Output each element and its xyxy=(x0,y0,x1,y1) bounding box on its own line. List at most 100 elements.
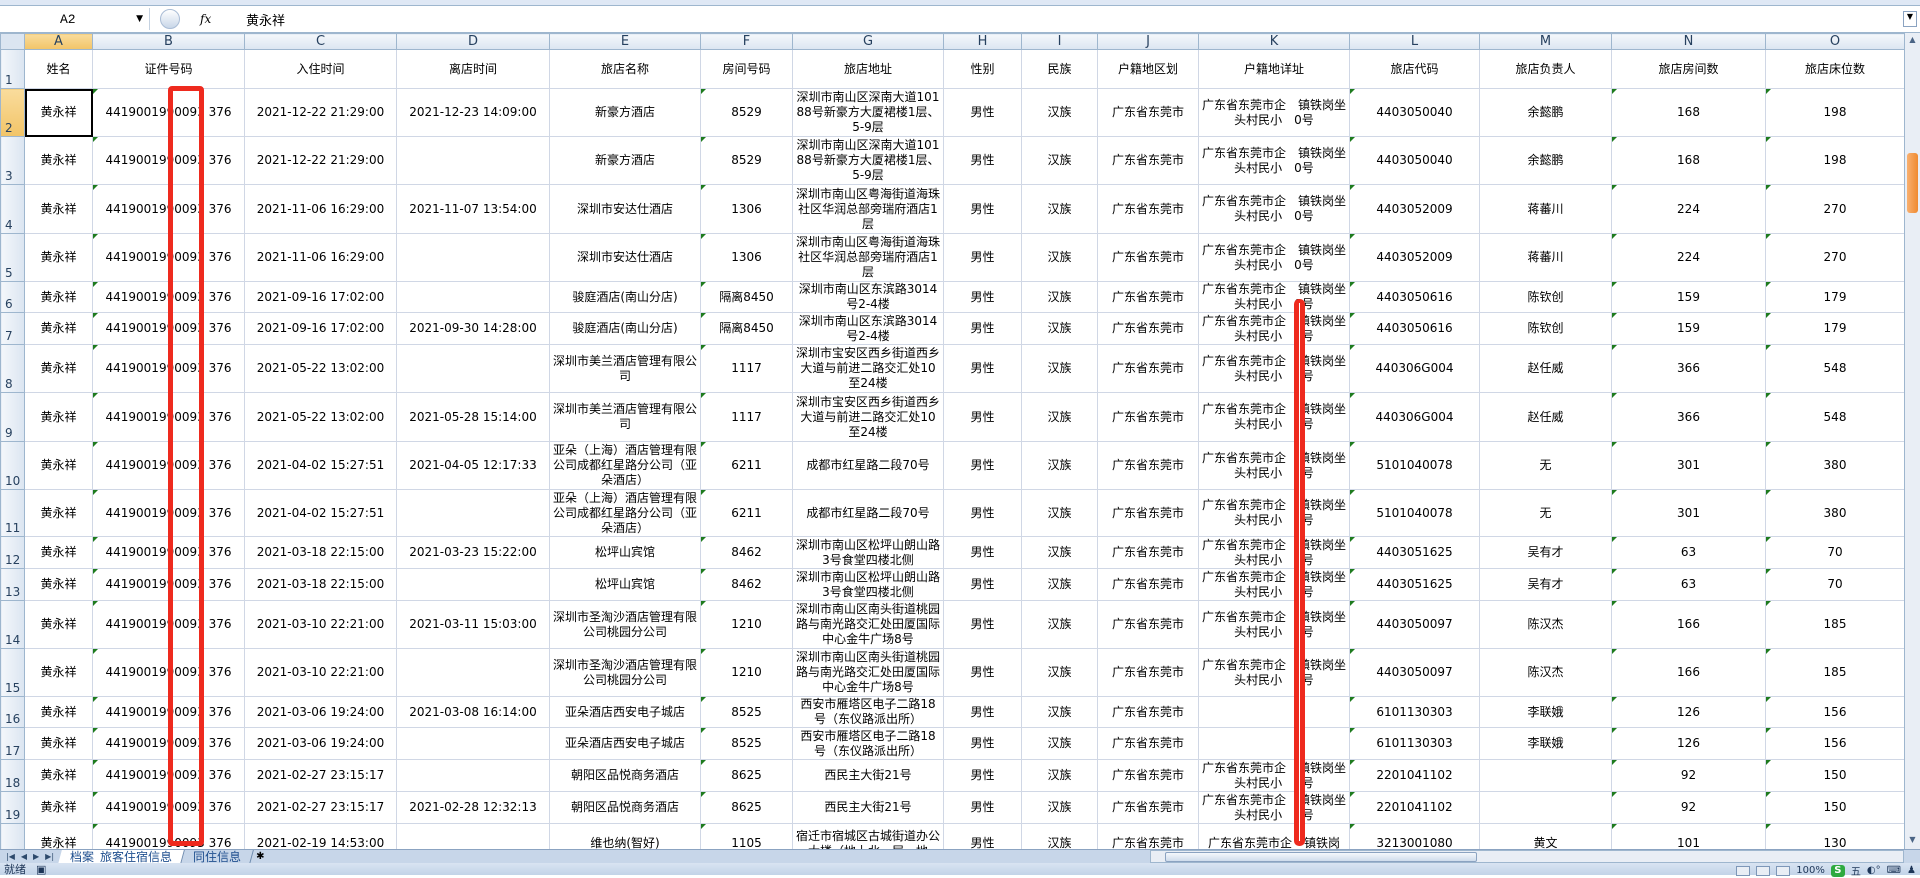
cell[interactable]: 366 xyxy=(1611,344,1766,393)
column-header-o[interactable]: O xyxy=(1765,33,1904,50)
ime-mode[interactable]: 五 xyxy=(1850,867,1861,878)
cell[interactable]: 2021-03-23 15:22:00 xyxy=(396,536,550,569)
cell[interactable]: 2021-12-22 21:29:00 xyxy=(244,136,397,185)
cell[interactable]: 亚朵（上海）酒店管理有限公司成都红星路分公司（亚朵酒店） xyxy=(549,441,701,490)
scroll-down-icon[interactable]: ▼ xyxy=(1909,835,1916,844)
cell[interactable]: 西民主大街21号 xyxy=(792,759,944,792)
cell[interactable]: 2021-09-30 14:28:00 xyxy=(396,312,550,345)
cell[interactable]: 亚朵（上海）酒店管理有限公司成都红星路分公司（亚朵酒店） xyxy=(549,489,701,537)
cell[interactable]: 深圳市南山区粤海街道海珠社区华润总部旁瑞府酒店1层 xyxy=(792,233,944,282)
row-header[interactable]: 2 xyxy=(0,88,25,137)
expand-formula-bar-icon[interactable]: ▼ xyxy=(1903,11,1917,27)
cell[interactable]: 男性 xyxy=(943,392,1022,442)
cell[interactable]: 汉族 xyxy=(1021,759,1098,792)
cell[interactable]: 广东省东莞市企 镇铁岗坐头村民小 0号 xyxy=(1198,392,1350,442)
cell[interactable]: 4403051625 xyxy=(1349,536,1480,569)
cell[interactable]: 2021-04-05 12:17:33 xyxy=(396,441,550,490)
cell[interactable]: 2021-03-06 19:24:00 xyxy=(244,696,397,728)
cell[interactable]: 黄永祥 xyxy=(24,441,93,490)
cell[interactable]: 380 xyxy=(1765,489,1904,537)
cell[interactable]: 黄永祥 xyxy=(24,184,93,234)
cell[interactable]: 深圳市安达仕酒店 xyxy=(549,233,701,282)
row-header[interactable]: 8 xyxy=(0,344,25,393)
cell[interactable]: 63 xyxy=(1611,536,1766,569)
cell[interactable]: 2201041102 xyxy=(1349,791,1480,824)
cell[interactable]: 2021-04-02 15:27:51 xyxy=(244,489,397,537)
cell[interactable]: 汉族 xyxy=(1021,312,1098,345)
cell[interactable]: 黄永祥 xyxy=(24,344,93,393)
cell[interactable]: 6211 xyxy=(700,489,793,537)
cell[interactable]: 1117 xyxy=(700,344,793,393)
cell[interactable]: 男性 xyxy=(943,600,1022,649)
cell[interactable]: 150 xyxy=(1765,791,1904,824)
cell[interactable]: 广东省东莞市 xyxy=(1097,648,1199,697)
cell[interactable]: 汉族 xyxy=(1021,233,1098,282)
cell[interactable] xyxy=(396,568,550,601)
row-header[interactable]: 7 xyxy=(0,312,25,345)
cell[interactable]: 深圳市南山区松坪山朗山路3号食堂四楼北侧 xyxy=(792,536,944,569)
cell[interactable]: 70 xyxy=(1765,536,1904,569)
cell[interactable]: 松坪山宾馆 xyxy=(549,568,701,601)
cell[interactable]: 548 xyxy=(1765,392,1904,442)
cell[interactable]: 黄永祥 xyxy=(24,536,93,569)
cell[interactable]: 朝阳区品悦商务酒店 xyxy=(549,791,701,824)
cell[interactable]: 汉族 xyxy=(1021,727,1098,760)
column-header-m[interactable]: M xyxy=(1479,33,1612,50)
cell[interactable]: 男性 xyxy=(943,536,1022,569)
cell[interactable]: 广东省东莞市企 镇铁岗坐头村民小 0号 xyxy=(1198,136,1350,185)
ime-punctuation-icon[interactable]: ◐° xyxy=(1866,865,1881,876)
column-header-k[interactable]: K xyxy=(1198,33,1350,50)
cell[interactable]: 广东省东莞市企 镇铁岗坐头村民小 0号 xyxy=(1198,791,1350,824)
cell[interactable]: 2021-12-22 21:29:00 xyxy=(244,88,397,137)
cell[interactable]: 广东省东莞市企 镇铁岗坐头村民小 0号 xyxy=(1198,281,1350,313)
cell[interactable]: 蒋蕃川 xyxy=(1479,233,1612,282)
cell[interactable]: 男性 xyxy=(943,648,1022,697)
cell[interactable]: 汉族 xyxy=(1021,344,1098,393)
cell[interactable]: 广东省东莞市 xyxy=(1097,392,1199,442)
cell[interactable]: 2021-12-23 14:09:00 xyxy=(396,88,550,137)
sheet-tab-cohabitant[interactable]: 同住信息 xyxy=(181,849,254,864)
cell[interactable]: 汉族 xyxy=(1021,441,1098,490)
column-title[interactable]: 证件号码 xyxy=(92,49,245,89)
row-header[interactable]: 6 xyxy=(0,281,25,313)
macro-record-icon[interactable]: ▣ xyxy=(36,862,47,876)
zoom-level[interactable]: 100% xyxy=(1796,865,1825,876)
column-header-i[interactable]: I xyxy=(1021,33,1098,50)
row-header[interactable]: 20 xyxy=(0,823,25,849)
cell[interactable] xyxy=(1479,791,1612,824)
cell[interactable]: 汉族 xyxy=(1021,600,1098,649)
cell[interactable]: 2021-05-22 13:02:00 xyxy=(244,344,397,393)
cell[interactable]: 男性 xyxy=(943,312,1022,345)
formula-input[interactable]: 黄永祥 xyxy=(246,13,286,29)
cell[interactable]: 70 xyxy=(1765,568,1904,601)
cell[interactable]: 126 xyxy=(1611,727,1766,760)
cell[interactable]: 4403050097 xyxy=(1349,600,1480,649)
cell[interactable]: 2021-04-02 15:27:51 xyxy=(244,441,397,490)
cell[interactable]: 西安市雁塔区电子二路18号（东仪路派出所） xyxy=(792,727,944,760)
row-header[interactable]: 13 xyxy=(0,568,25,601)
insert-function-icon[interactable]: fx xyxy=(200,12,212,26)
cell[interactable]: 4403052009 xyxy=(1349,233,1480,282)
select-all-corner[interactable] xyxy=(0,33,25,50)
column-header-n[interactable]: N xyxy=(1611,33,1766,50)
cell[interactable]: 广东省东莞市 xyxy=(1097,536,1199,569)
last-sheet-icon[interactable]: ▶| xyxy=(45,852,55,861)
cell[interactable]: 男性 xyxy=(943,759,1022,792)
cell[interactable]: 黄永祥 xyxy=(24,312,93,345)
cell[interactable]: 黄永祥 xyxy=(24,727,93,760)
cell[interactable]: 汉族 xyxy=(1021,823,1098,849)
row-header[interactable]: 18 xyxy=(0,759,25,792)
cell[interactable]: 新豪方酒店 xyxy=(549,136,701,185)
cell[interactable]: 4419001990093 376 xyxy=(92,727,245,760)
cell[interactable]: 蒋蕃川 xyxy=(1479,184,1612,234)
cell[interactable]: 深圳市南山区粤海街道海珠社区华润总部旁瑞府酒店1层 xyxy=(792,184,944,234)
cell[interactable]: 广东省东莞市 xyxy=(1097,281,1199,313)
cell[interactable]: 156 xyxy=(1765,696,1904,728)
cell[interactable]: 4403052009 xyxy=(1349,184,1480,234)
cell[interactable]: 366 xyxy=(1611,392,1766,442)
cell[interactable]: 广东省东莞市企 镇铁岗坐头村民小 0号 xyxy=(1198,184,1350,234)
cell[interactable]: 179 xyxy=(1765,312,1904,345)
cell[interactable]: 2201041102 xyxy=(1349,759,1480,792)
column-title[interactable]: 民族 xyxy=(1021,49,1098,89)
